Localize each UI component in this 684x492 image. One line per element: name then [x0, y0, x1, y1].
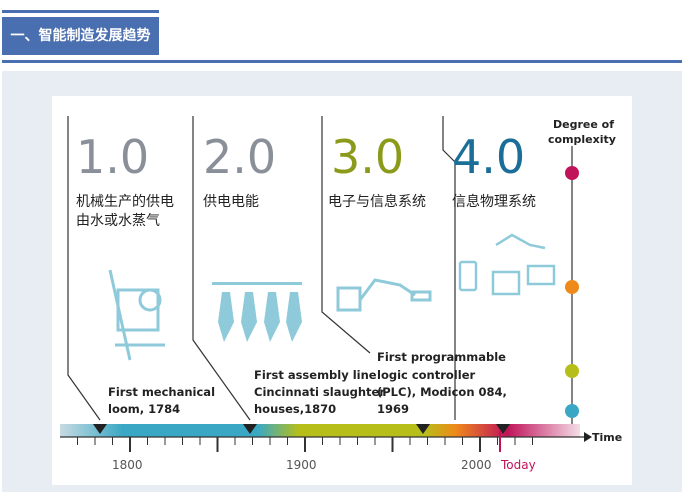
complexity-label-1: Degree of — [553, 118, 614, 131]
stage1-label-2: 由水或水蒸气 — [76, 213, 160, 229]
assembly-line-icon — [212, 282, 302, 342]
connected-devices-icon — [458, 233, 556, 296]
tick-1800: 1800 — [112, 458, 143, 472]
complexity-dot-3 — [565, 280, 579, 294]
section-title: 一、智能制造发展趋势 — [2, 17, 159, 55]
complexity-dot-2 — [565, 364, 579, 378]
complexity-dot-1 — [565, 404, 579, 418]
stage2-label: 供电电能 — [203, 194, 259, 210]
event-1-line2: loom, 1784 — [108, 402, 180, 416]
event-2-line2: Cincinnati slaughter — [254, 385, 385, 399]
stage1-version: 1.0 — [76, 130, 149, 184]
tick-2000: 2000 — [461, 458, 492, 472]
complexity-label-2: complexity — [548, 133, 616, 146]
event-3-line2: logic controller — [377, 368, 475, 382]
stage1-connector — [67, 116, 101, 421]
marker-1784 — [93, 424, 107, 434]
loom-icon — [108, 269, 165, 361]
time-arrow-icon — [584, 432, 592, 442]
timeline-bar — [60, 424, 580, 437]
event-markers — [93, 424, 510, 434]
stage1-label: 机械生产的供电 — [76, 194, 174, 210]
stage2-connector — [192, 116, 251, 421]
robot-arm-icon — [336, 278, 432, 312]
today-label: Today — [500, 458, 536, 472]
event-2-line1: First assembly line — [254, 368, 377, 382]
stage4-version: 4.0 — [452, 130, 525, 184]
stage2-version: 2.0 — [203, 130, 276, 184]
stage4-connector — [442, 116, 456, 420]
marker-4-0 — [496, 424, 510, 434]
stage3-version: 3.0 — [331, 130, 404, 184]
stage3-label: 电子与信息系统 — [328, 193, 426, 210]
complexity-dot-4 — [565, 166, 579, 180]
header-top-rule — [2, 10, 159, 13]
event-2-line3: houses,1870 — [254, 402, 336, 416]
event-3-line3: (PLC), Modicon 084, — [377, 385, 507, 399]
header-bottom-rule — [2, 60, 682, 63]
marker-1969 — [416, 424, 430, 434]
marker-1870 — [243, 424, 257, 434]
event-3-line4: 1969 — [377, 402, 409, 416]
time-label: Time — [592, 431, 622, 444]
stage3-connector — [321, 116, 371, 354]
stage4-label: 信息物理系统 — [452, 193, 536, 210]
event-3-line1: First programmable — [377, 350, 506, 364]
industry-evolution-figure: 1.0 2.0 3.0 4.0 机械生产的供电 由水或水蒸气 供电电能 电子与信… — [52, 96, 632, 485]
event-1-line1: First mechanical — [108, 385, 215, 399]
tick-1900: 1900 — [286, 458, 317, 472]
